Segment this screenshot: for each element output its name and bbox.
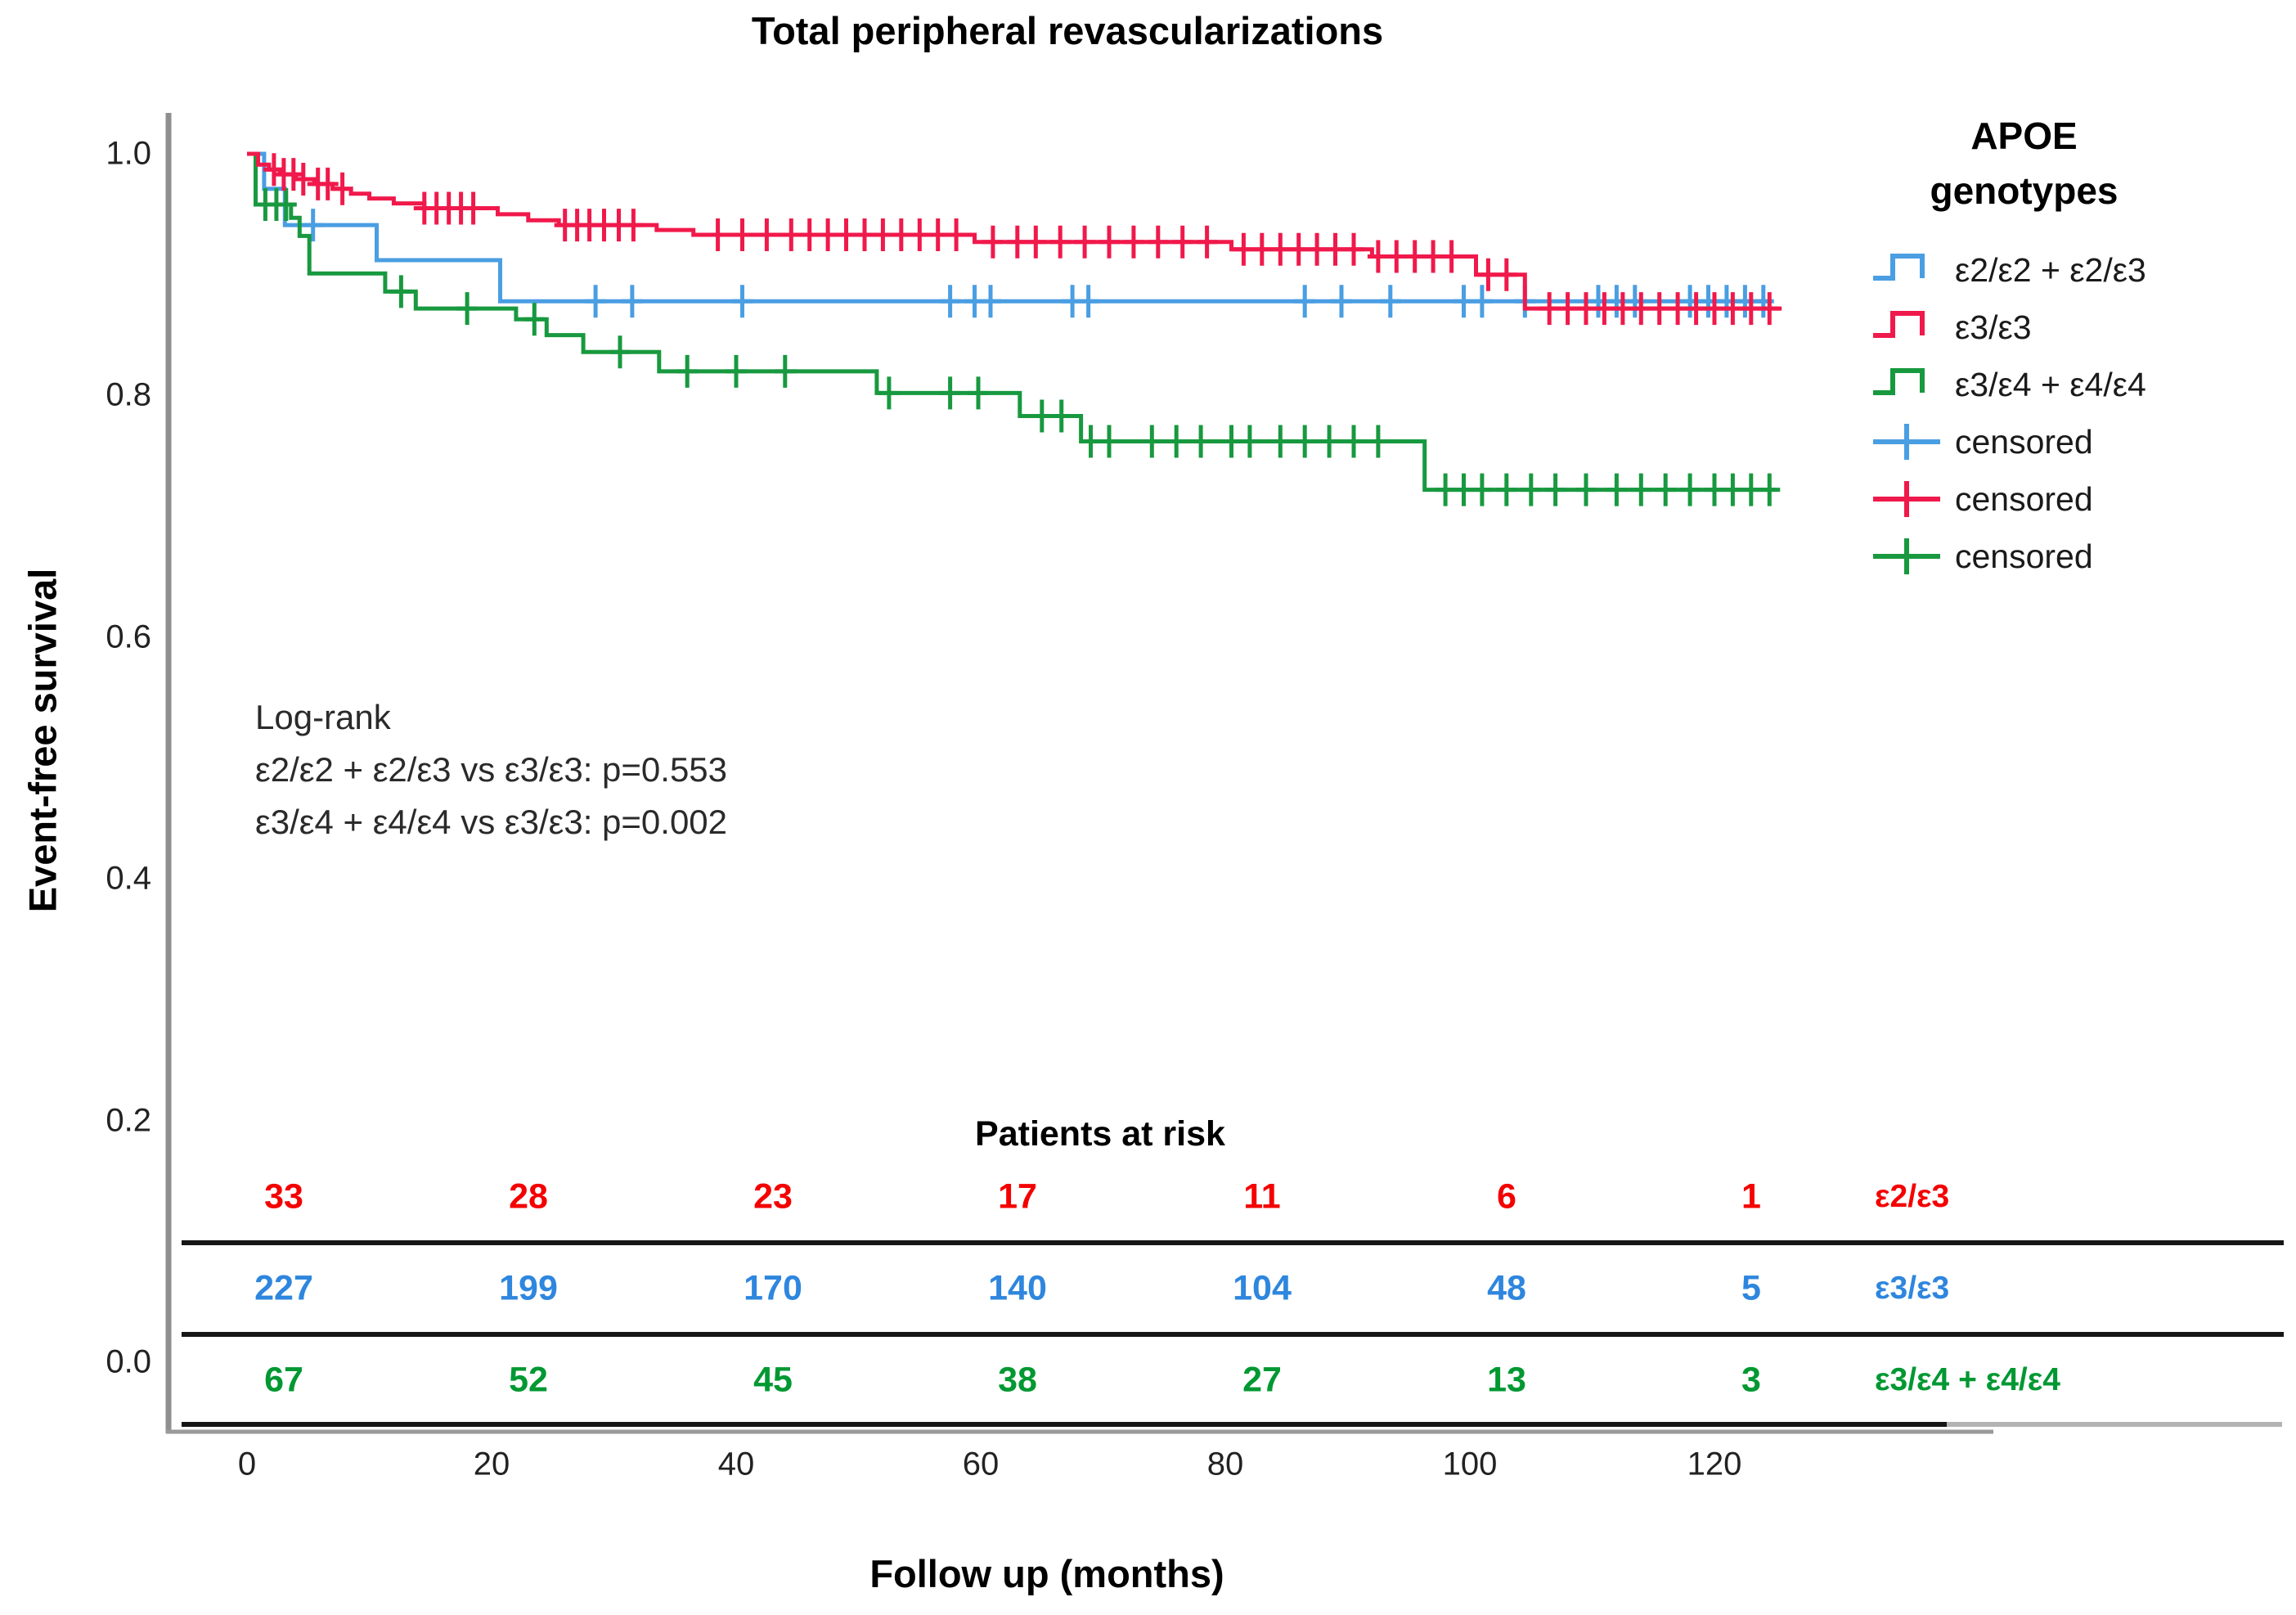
legend: APOE genotypes ε2/ε2 + ε2/ε3 ε3/ε3 ε3/ε4 +… (1871, 106, 2293, 585)
log-rank-line-2: ε2/ε2 + ε2/ε3 vs ε3/ε3: p=0.553 (255, 750, 728, 789)
risk-row-label: ε3/ε4 + ε4/ε4 (1875, 1362, 2060, 1397)
legend-title: APOE genotypes (1871, 109, 2177, 218)
censor-tick-marks (302, 209, 1774, 318)
legend-item-label: ε3/ε4 + ε4/ε4 (1955, 365, 2146, 403)
legend-item-label: ε2/ε2 + ε2/ε3 (1955, 250, 2146, 289)
km-curves-group (247, 151, 1782, 506)
legend-item-label: ε3/ε3 (1955, 308, 2032, 346)
risk-count: 170 (744, 1268, 802, 1308)
legend-step-line-icon (1873, 368, 1925, 395)
x-tick-label: 80 (1206, 1446, 1244, 1482)
risk-count: 45 (753, 1360, 793, 1400)
legend-title-line-2: genotypes (1930, 169, 2119, 212)
risk-count: 52 (509, 1360, 548, 1400)
log-rank-annotation: Log-rank ε2/ε2 + ε2/ε3 vs ε3/ε3: p=0.553… (255, 691, 727, 848)
legend-item: ε2/ε2 + ε2/ε3 (1871, 241, 2293, 299)
risk-count: 23 (753, 1176, 793, 1217)
legend-item: censored (1871, 470, 2293, 528)
x-tick-label: 40 (717, 1446, 755, 1482)
risk-row-label: ε2/ε3 (1875, 1179, 1950, 1214)
x-tick-label: 100 (1442, 1446, 1498, 1482)
risk-count: 11 (1243, 1176, 1281, 1217)
y-axis-title: Event-free survival (20, 568, 65, 913)
x-axis-title: Follow up (months) (869, 1552, 1224, 1595)
y-tick-label: 0.6 (106, 619, 151, 655)
censor-tick-marks (263, 153, 1781, 326)
risk-count: 67 (264, 1360, 303, 1400)
legend-item-label: censored (1955, 422, 2093, 461)
legend-title-line-1: APOE (1970, 115, 2078, 157)
risk-count: 5 (1741, 1268, 1761, 1308)
legend-step-line-icon (1873, 254, 1925, 281)
log-rank-line-3: ε3/ε4 + ε4/ε4 vs ε3/ε3: p=0.002 (255, 803, 728, 841)
x-tick-label: 20 (473, 1446, 510, 1482)
km-curve-ε3/ε3 (247, 151, 1782, 326)
legend-item: censored (1871, 528, 2293, 585)
chart-title: Total peripheral revascularizations (751, 9, 1384, 52)
risk-count: 28 (509, 1176, 548, 1217)
log-rank-line-1: Log-rank (255, 698, 391, 736)
risk-count: 6 (1497, 1176, 1516, 1217)
legend-item-label: censored (1955, 479, 2093, 518)
legend-censored-plus-icon (1873, 538, 1940, 574)
km-curve-ε2/ε2 + ε2/ε3 (247, 151, 1774, 318)
risk-count: 33 (264, 1176, 303, 1217)
legend-items: ε2/ε2 + ε2/ε3 ε3/ε3 ε3/ε4 + ε4/ε4 censored c… (1871, 241, 2293, 585)
risk-count: 140 (988, 1268, 1047, 1308)
legend-item: censored (1871, 413, 2293, 470)
x-tick-label: 0 (237, 1446, 257, 1482)
legend-item: ε3/ε3 (1871, 299, 2293, 356)
y-tick-label: 0.8 (106, 376, 151, 413)
y-tick-label: 0.0 (106, 1343, 151, 1380)
legend-item: ε3/ε4 + ε4/ε4 (1871, 356, 2293, 413)
x-tick-label: 60 (962, 1446, 1000, 1482)
x-tick-label: 120 (1687, 1446, 1742, 1482)
patients-at-risk-title: Patients at risk (975, 1114, 1225, 1154)
legend-censored-plus-icon (1873, 481, 1940, 517)
legend-censored-plus-icon (1873, 424, 1940, 460)
risk-count: 1 (1741, 1176, 1761, 1217)
risk-row-label: ε3/ε3 (1875, 1271, 1950, 1306)
survival-step-line (247, 151, 1782, 311)
risk-count: 199 (499, 1268, 558, 1308)
y-tick-label: 0.4 (106, 860, 151, 897)
risk-count: 3 (1741, 1360, 1761, 1400)
km-curve-ε3/ε4 + ε4/ε4 (247, 151, 1781, 506)
risk-count: 27 (1242, 1360, 1282, 1400)
risk-count: 17 (998, 1176, 1037, 1217)
risk-count: 13 (1487, 1360, 1526, 1400)
risk-count: 48 (1487, 1268, 1526, 1308)
y-tick-label: 0.2 (106, 1102, 151, 1139)
risk-count: 104 (1233, 1268, 1292, 1308)
risk-count: 38 (998, 1360, 1037, 1400)
risk-count: 227 (254, 1268, 313, 1308)
legend-item-label: censored (1955, 537, 2093, 575)
y-tick-label: 1.0 (106, 135, 151, 172)
censor-tick-marks (254, 188, 1781, 506)
survival-step-line (247, 151, 1770, 304)
survival-step-line (247, 151, 1776, 493)
legend-step-line-icon (1873, 311, 1925, 338)
